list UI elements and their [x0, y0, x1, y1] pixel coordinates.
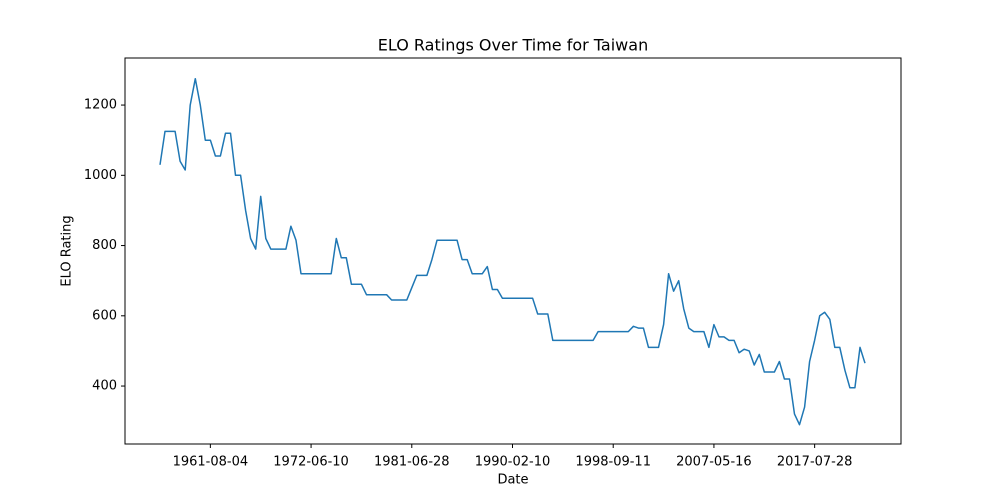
series-line — [159, 77, 866, 426]
x-tick-label: 1990-02-10 — [475, 455, 551, 470]
x-tick-label: 2017-07-28 — [777, 455, 853, 470]
y-tick-label: 1000 — [84, 168, 117, 183]
x-tick-label: 1981-06-28 — [374, 455, 450, 470]
y-axis-label: ELO Rating — [60, 215, 75, 286]
chart-title: ELO Ratings Over Time for Taiwan — [378, 36, 648, 55]
x-axis-label: Date — [497, 473, 528, 488]
x-tick-label: 1972-06-10 — [273, 455, 349, 470]
x-tick-label: 1961-08-04 — [173, 455, 249, 470]
x-tick-label: 2007-05-16 — [676, 455, 752, 470]
y-tick-label: 1200 — [84, 98, 117, 113]
y-tick-label: 800 — [92, 238, 117, 253]
y-tick-label: 600 — [92, 308, 117, 323]
x-tick-label: 1998-09-11 — [575, 455, 651, 470]
y-tick-label: 400 — [92, 379, 117, 394]
